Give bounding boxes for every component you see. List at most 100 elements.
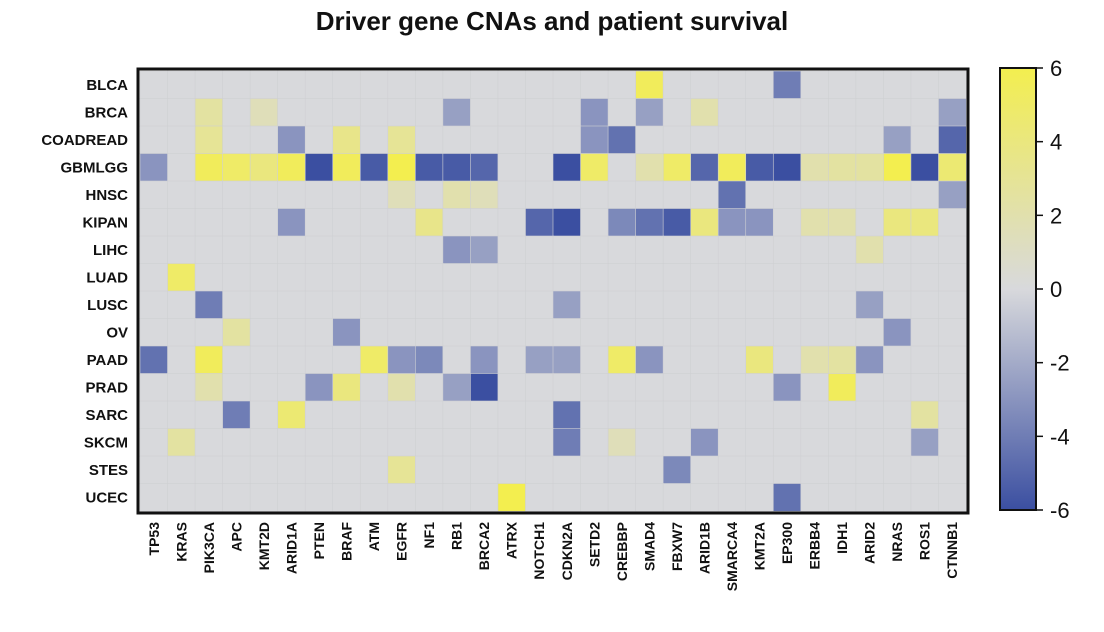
- heatmap-cell-ucec-crebbp: [607, 483, 637, 512]
- heatmap-cell-kipan-notch1: [525, 208, 554, 237]
- heatmap-cell-luad-arid2: [855, 263, 885, 292]
- heatmap-cell-lusc-arid2: [855, 290, 885, 320]
- colorbar-ticks: 6 4 2 0 -2 -4 -6: [1036, 56, 1070, 523]
- heatmap-cell-ov-arid1a: [277, 318, 306, 347]
- heatmap-cell-lihc-crebbp: [607, 235, 637, 265]
- heatmap-cell-prad-erbb4: [800, 373, 830, 402]
- heatmap-cell-blca-idh1: [828, 70, 857, 100]
- heatmap-cell-coadread-braf: [332, 125, 361, 155]
- row-label-sarc: SARC: [85, 407, 128, 424]
- heatmap-cell-brca-atrx: [497, 98, 527, 127]
- heatmap-cell-luad-ros1: [910, 263, 940, 292]
- column-label-smarca4: SMARCA4: [724, 522, 740, 591]
- column-label-idh1: IDH1: [834, 522, 850, 554]
- heatmap-cell-paad-setd2: [580, 345, 609, 375]
- heatmap-cell-luad-ctnnb1: [938, 263, 967, 292]
- heatmap-cell-ov-tp53: [139, 318, 169, 347]
- heatmap-cell-stes-cdkn2a: [552, 455, 582, 485]
- heatmap-cell-prad-kras: [167, 373, 196, 402]
- heatmap-cell-ov-idh1: [828, 318, 857, 347]
- heatmap-cell-lihc-nf1: [415, 235, 444, 265]
- colorbar-tick-label: 2: [1050, 203, 1062, 228]
- heatmap-cell-stes-notch1: [525, 455, 554, 485]
- heatmap-cell-hnsc-arid2: [855, 180, 885, 210]
- column-label-brca2: BRCA2: [476, 522, 492, 570]
- heatmap-cell-sarc-braf: [332, 400, 361, 430]
- heatmap-cell-kipan-nf1: [415, 208, 444, 237]
- heatmap-cell-stes-erbb4: [800, 455, 830, 485]
- heatmap-cell-hnsc-nf1: [415, 180, 444, 210]
- heatmap-cell-prad-cdkn2a: [552, 373, 582, 402]
- heatmap-cell-brca-kmt2a: [745, 98, 774, 127]
- heatmap-cell-prad-kmt2a: [745, 373, 774, 402]
- heatmap-cell-stes-idh1: [828, 455, 857, 485]
- heatmap-cell-hnsc-erbb4: [800, 180, 830, 210]
- colorbar-tick-label: -4: [1050, 424, 1070, 449]
- heatmap-cell-sarc-smarca4: [717, 400, 747, 430]
- heatmap-cell-hnsc-ros1: [910, 180, 940, 210]
- heatmap-cell-lusc-pik3ca: [194, 290, 224, 320]
- heatmap-cell-ov-cdkn2a: [552, 318, 582, 347]
- heatmap-cell-paad-ctnnb1: [938, 345, 967, 375]
- heatmap-cell-luad-nf1: [415, 263, 444, 292]
- heatmap-cell-prad-pik3ca: [194, 373, 224, 402]
- heatmap-cell-stes-fbxw7: [662, 455, 692, 485]
- heatmap-cell-blca-arid1a: [277, 70, 306, 100]
- heatmap-cell-kipan-arid2: [855, 208, 885, 237]
- heatmap-cell-ucec-smad4: [635, 483, 664, 512]
- heatmap-cell-skcm-fbxw7: [662, 428, 692, 457]
- row-label-coadread: COADREAD: [41, 132, 128, 149]
- heatmap-cell-coadread-fbxw7: [662, 125, 692, 155]
- heatmap-cell-skcm-smarca4: [717, 428, 747, 457]
- heatmap-cell-skcm-ep300: [772, 428, 802, 457]
- heatmap-cell-blca-setd2: [580, 70, 609, 100]
- heatmap-cell-lihc-arid1a: [277, 235, 306, 265]
- heatmap-cell-skcm-atrx: [497, 428, 527, 457]
- heatmap-cell-lusc-egfr: [387, 290, 417, 320]
- heatmap-cell-sarc-ctnnb1: [938, 400, 967, 430]
- heatmap-cell-kipan-idh1: [828, 208, 857, 237]
- heatmap-cell-coadread-cdkn2a: [552, 125, 582, 155]
- row-label-hnsc: HNSC: [85, 187, 128, 204]
- heatmap-cell-prad-tp53: [139, 373, 169, 402]
- heatmap-cell-hnsc-braf: [332, 180, 361, 210]
- heatmap-cell-ucec-cdkn2a: [552, 483, 582, 512]
- heatmap-cell-sarc-kras: [167, 400, 196, 430]
- heatmap-cell-skcm-arid1a: [277, 428, 306, 457]
- heatmap-cell-skcm-nf1: [415, 428, 444, 457]
- heatmap-cell-lihc-ep300: [772, 235, 802, 265]
- heatmap-cell-stes-brca2: [470, 455, 499, 485]
- heatmap-cell-prad-notch1: [525, 373, 554, 402]
- heatmap-cell-gbmlgg-fbxw7: [662, 153, 692, 182]
- heatmap-cell-paad-cdkn2a: [552, 345, 582, 375]
- heatmap-cell-brca-erbb4: [800, 98, 830, 127]
- heatmap-cell-ov-braf: [332, 318, 361, 347]
- heatmap-cell-ov-kmt2a: [745, 318, 774, 347]
- heatmap-cell-luad-erbb4: [800, 263, 830, 292]
- heatmap-cell-brca-smarca4: [717, 98, 747, 127]
- heatmap-cell-lusc-kras: [167, 290, 196, 320]
- column-label-atm: ATM: [366, 522, 382, 551]
- heatmap-cell-ov-smad4: [635, 318, 664, 347]
- heatmap-cell-ov-kras: [167, 318, 196, 347]
- heatmap-cell-hnsc-kmt2a: [745, 180, 774, 210]
- heatmap-cell-ov-notch1: [525, 318, 554, 347]
- column-label-braf: BRAF: [339, 522, 355, 561]
- heatmap-cell-kipan-atrx: [497, 208, 527, 237]
- heatmap-cell-kipan-cdkn2a: [552, 208, 582, 237]
- heatmap-cell-blca-kmt2d: [249, 70, 279, 100]
- heatmap-cell-lihc-kmt2a: [745, 235, 774, 265]
- heatmap-cell-kipan-smarca4: [717, 208, 747, 237]
- heatmap-cell-stes-ros1: [910, 455, 940, 485]
- heatmap-cell-ucec-fbxw7: [662, 483, 692, 512]
- heatmap-cell-blca-crebbp: [607, 70, 637, 100]
- heatmap-cell-lihc-arid2: [855, 235, 885, 265]
- heatmap-cell-sarc-erbb4: [800, 400, 830, 430]
- heatmap-cell-ucec-brca2: [470, 483, 499, 512]
- column-label-kras: KRAS: [173, 522, 189, 562]
- heatmap-cell-lusc-notch1: [525, 290, 554, 320]
- row-label-lihc: LIHC: [93, 242, 128, 259]
- column-label-fbxw7: FBXW7: [669, 522, 685, 571]
- heatmap-cell-ov-erbb4: [800, 318, 830, 347]
- heatmap-cell-prad-brca2: [470, 373, 499, 402]
